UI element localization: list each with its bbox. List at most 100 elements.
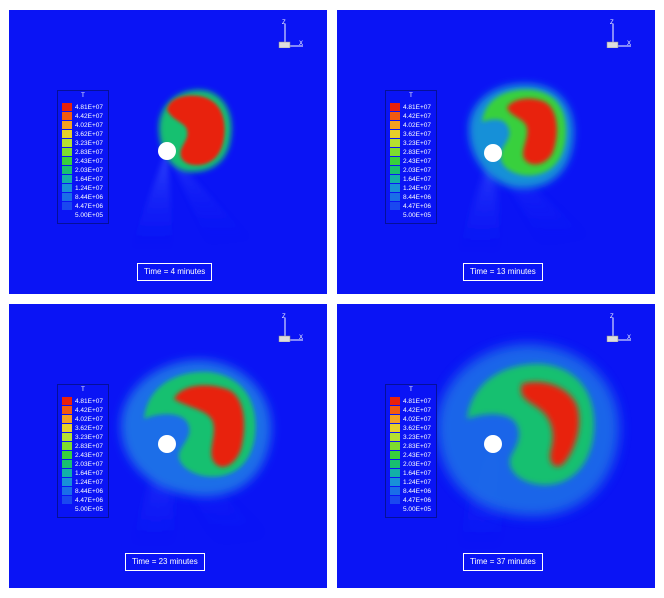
legend-swatch — [62, 397, 72, 405]
legend-swatch — [62, 415, 72, 423]
legend-label: 2.03E+07 — [403, 460, 432, 468]
legend-label: 2.03E+07 — [403, 166, 432, 174]
legend-swatch — [390, 496, 400, 504]
legend-label: 4.81E+07 — [403, 397, 432, 405]
legend-label: 4.02E+07 — [75, 415, 104, 423]
legend-swatch — [390, 148, 400, 156]
legend-entry: 2.03E+07 — [390, 166, 431, 174]
legend-label: 4.02E+07 — [403, 415, 432, 423]
legend-entry: 4.81E+07 — [62, 397, 103, 405]
legend-title: T — [81, 93, 85, 99]
legend-label: 3.23E+07 — [403, 433, 432, 441]
legend-label: 3.62E+07 — [403, 424, 432, 432]
legend-entry: 2.03E+07 — [62, 460, 103, 468]
legend-swatch — [62, 202, 72, 210]
z-axis-label: Z — [282, 314, 286, 320]
legend-label: 5.00E+05 — [403, 505, 432, 513]
legend-label: 3.62E+07 — [75, 130, 104, 138]
legend-entry: 2.83E+07 — [390, 148, 431, 156]
legend-swatch — [390, 175, 400, 183]
legend-label: 4.81E+07 — [75, 397, 104, 405]
legend-label: 4.47E+06 — [75, 202, 104, 210]
legend-swatch — [62, 505, 72, 513]
temperature-field — [436, 344, 620, 556]
panel-time-4: T 4.81E+07 4.42E+07 4.02E+07 3.62E+07 3.23E+… — [9, 10, 327, 294]
legend-label: 4.42E+07 — [75, 112, 104, 120]
legend-label: 8.44E+06 — [75, 193, 104, 201]
legend-swatch — [390, 442, 400, 450]
legend-label: 4.47E+06 — [75, 496, 104, 504]
legend-entry: 4.81E+07 — [390, 103, 431, 111]
legend-entry: 1.24E+07 — [390, 478, 431, 486]
legend-entry: 1.64E+07 — [62, 469, 103, 477]
time-label: Time = 37 minutes — [463, 553, 543, 571]
legend-entry: 1.24E+07 — [62, 184, 103, 192]
legend-swatch — [62, 130, 72, 138]
legend-label: 4.42E+07 — [403, 406, 432, 414]
legend-entry: 1.64E+07 — [390, 469, 431, 477]
legend-label: 8.44E+06 — [403, 487, 432, 495]
axis-triad: Z X — [275, 312, 305, 343]
temperature-field — [455, 83, 585, 258]
legend-swatch — [62, 166, 72, 174]
legend-entry: 4.02E+07 — [62, 121, 103, 129]
legend-label: 4.02E+07 — [403, 121, 432, 129]
legend-entry: 2.83E+07 — [390, 442, 431, 450]
legend-label: 1.24E+07 — [403, 478, 432, 486]
legend-label: 3.23E+07 — [75, 139, 104, 147]
time-label: Time = 23 minutes — [125, 553, 205, 571]
legend-swatch — [390, 193, 400, 201]
colorbar-legend: T 4.81E+07 4.42E+07 4.02E+07 3.62E+07 3.23E+… — [57, 384, 109, 518]
time-label: Time = 4 minutes — [137, 263, 213, 281]
legend-swatch — [62, 103, 72, 111]
legend-entry: 1.24E+07 — [62, 478, 103, 486]
axis-triad: Z X — [275, 18, 305, 49]
legend-label: 2.43E+07 — [403, 157, 432, 165]
legend-entry: 2.43E+07 — [62, 451, 103, 459]
legend-entry: 4.47E+06 — [62, 496, 103, 504]
legend-label: 5.00E+05 — [403, 211, 432, 219]
legend-entry: 8.44E+06 — [62, 487, 103, 495]
legend-entry: 3.62E+07 — [390, 130, 431, 138]
legend-entry: 4.47E+06 — [390, 202, 431, 210]
legend-entry: 1.24E+07 — [390, 184, 431, 192]
legend-entry: 3.62E+07 — [62, 130, 103, 138]
legend-swatch — [390, 460, 400, 468]
legend-label: 1.64E+07 — [403, 175, 432, 183]
legend-label: 5.00E+05 — [75, 505, 104, 513]
legend-swatch — [390, 433, 400, 441]
z-axis-label: Z — [610, 314, 614, 320]
x-axis-label: X — [299, 335, 303, 341]
legend-swatch — [62, 121, 72, 129]
legend-label: 2.43E+07 — [75, 451, 104, 459]
legend-entry: 4.81E+07 — [390, 397, 431, 405]
legend-swatch — [390, 157, 400, 165]
panel-time-13: T 4.81E+07 4.42E+07 4.02E+07 3.62E+07 3.23E+… — [337, 10, 655, 294]
legend-label: 2.43E+07 — [75, 157, 104, 165]
panel-time-37: T 4.81E+07 4.42E+07 4.02E+07 3.62E+07 3.23E+… — [337, 304, 655, 588]
legend-swatch — [62, 487, 72, 495]
colorbar-legend: T 4.81E+07 4.42E+07 4.02E+07 3.62E+07 3.23E+… — [385, 90, 437, 224]
legend-entry: 8.44E+06 — [390, 487, 431, 495]
legend-swatch — [390, 424, 400, 432]
x-axis-label: X — [627, 335, 631, 341]
legend-swatch — [390, 478, 400, 486]
body-circle — [484, 144, 502, 162]
temperature-field — [129, 90, 249, 255]
legend-label: 2.03E+07 — [75, 460, 104, 468]
legend-label: 4.47E+06 — [403, 202, 432, 210]
legend-label: 3.23E+07 — [75, 433, 104, 441]
legend-entry: 2.43E+07 — [390, 157, 431, 165]
legend-entry: 3.23E+07 — [390, 433, 431, 441]
legend-entry: 1.64E+07 — [62, 175, 103, 183]
legend-entry: 3.23E+07 — [390, 139, 431, 147]
legend-swatch — [390, 406, 400, 414]
legend-label: 1.24E+07 — [403, 184, 432, 192]
legend-entry: 1.64E+07 — [390, 175, 431, 183]
legend-label: 4.42E+07 — [403, 112, 432, 120]
legend-entry: 4.42E+07 — [62, 406, 103, 414]
legend-entry: 2.83E+07 — [62, 148, 103, 156]
legend-label: 2.43E+07 — [403, 451, 432, 459]
legend-label: 1.24E+07 — [75, 184, 104, 192]
legend-label: 2.83E+07 — [75, 442, 104, 450]
